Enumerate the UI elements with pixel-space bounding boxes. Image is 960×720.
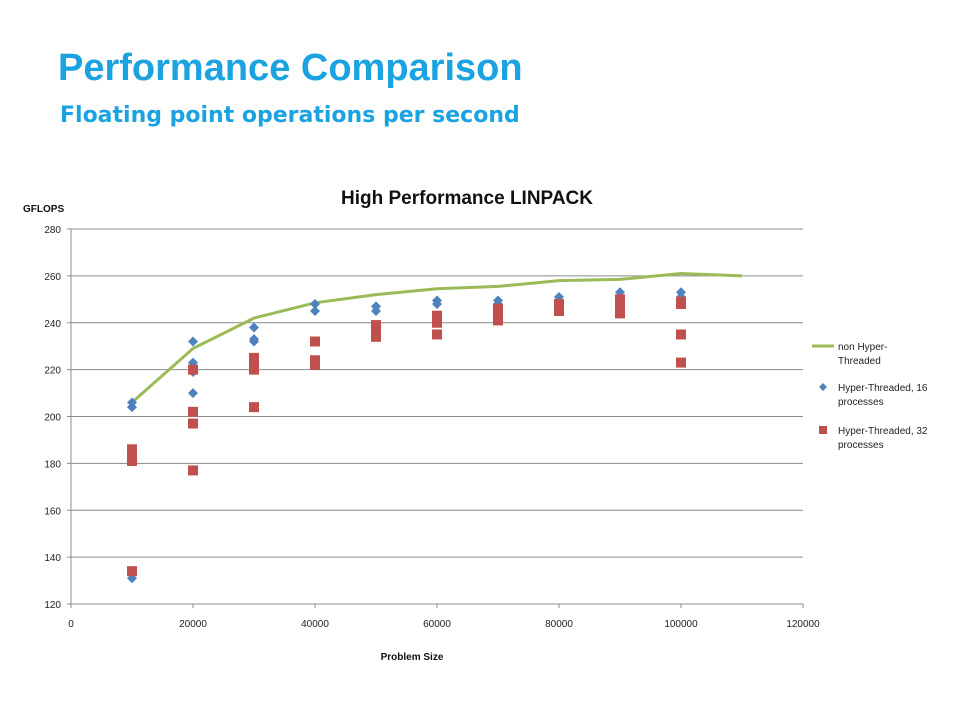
line-series (131, 272, 743, 404)
ht32-point (676, 357, 686, 368)
x-tick-label: 0 (68, 619, 74, 630)
legend-label-line: Hyper-Threaded, 32 (838, 426, 928, 437)
ht16-point (371, 306, 381, 317)
ht32-point (554, 306, 564, 317)
ht32-point (310, 359, 320, 370)
slide-title: Performance Comparison (58, 47, 523, 89)
ht32-point (127, 444, 137, 455)
ht16-point (310, 299, 320, 309)
legend: non Hyper- Threaded Hyper-Threaded, 16 proc… (812, 342, 928, 451)
ht16-point (188, 388, 198, 399)
ht32-point (127, 456, 137, 467)
legend-label-line: Threaded (838, 356, 881, 367)
x-tick-label: 120000 (786, 619, 820, 630)
y-tick-label: 200 (44, 413, 61, 424)
ht32-point (493, 315, 503, 326)
ht32-point (493, 303, 503, 314)
ht16-point (127, 402, 137, 413)
legend-label-line: non Hyper- (838, 342, 887, 353)
ht32-point (615, 299, 625, 309)
ht16-point (432, 299, 442, 309)
ht32-point (371, 331, 381, 342)
y-tick-label: 220 (44, 366, 61, 377)
ht32-point (432, 317, 442, 328)
legend-label: Hyper-Threaded, 16 processes (838, 383, 928, 408)
legend-label-line: Hyper-Threaded, 16 (838, 383, 928, 394)
ht32-point (249, 364, 259, 375)
y-tick-label: 280 (44, 225, 61, 236)
ht32-point (432, 329, 442, 340)
legend-label: non Hyper- Threaded (838, 342, 887, 367)
ht16-point (188, 336, 198, 347)
legend-label: Hyper-Threaded, 32 processes (838, 426, 928, 451)
ht32-point (310, 336, 320, 347)
legend-label-line: processes (838, 397, 884, 408)
ht32-point (188, 406, 198, 417)
ht16-point (249, 322, 259, 333)
marker-series (127, 287, 686, 584)
y-tick-label: 180 (44, 459, 61, 470)
non-hyper-threaded-line (131, 272, 743, 404)
grid-lines (71, 228, 803, 558)
x-axis-title: Problem Size (381, 652, 444, 663)
y-tick-label: 240 (44, 319, 61, 330)
y-axis-title: GFLOPS (23, 204, 64, 215)
ht32-point (432, 310, 442, 321)
axes (67, 228, 804, 608)
y-tick-label: 160 (44, 506, 61, 517)
y-tick-label: 140 (44, 553, 61, 564)
ht32-point (249, 402, 259, 413)
slide-subtitle: Floating point operations per second (60, 103, 520, 128)
ht32-point (676, 299, 686, 309)
x-tick-label: 100000 (664, 619, 698, 630)
ht32-point (371, 320, 381, 331)
legend-swatch-diamond (819, 383, 827, 391)
y-tick-label: 260 (44, 272, 61, 283)
ht32-point (188, 465, 198, 476)
ht16-point (249, 336, 259, 347)
legend-label-line: processes (838, 440, 884, 451)
legend-swatch-square (819, 426, 827, 434)
x-tick-label: 80000 (545, 619, 573, 630)
ht32-point (127, 566, 137, 577)
ht32-point (188, 364, 198, 375)
x-tick-label: 60000 (423, 619, 451, 630)
y-tick-label: 120 (44, 600, 61, 611)
x-tick-label: 20000 (179, 619, 207, 630)
ht32-point (676, 329, 686, 340)
tick-labels: 120 140 160 180 200 220 240 260 280 0 20000 40000 60… (44, 225, 820, 630)
x-tick-label: 40000 (301, 619, 329, 630)
ht32-point (249, 352, 259, 363)
ht16-point (310, 306, 320, 317)
ht32-point (188, 418, 198, 429)
chart-title: High Performance LINPACK (341, 188, 593, 209)
ht32-point (615, 308, 625, 319)
